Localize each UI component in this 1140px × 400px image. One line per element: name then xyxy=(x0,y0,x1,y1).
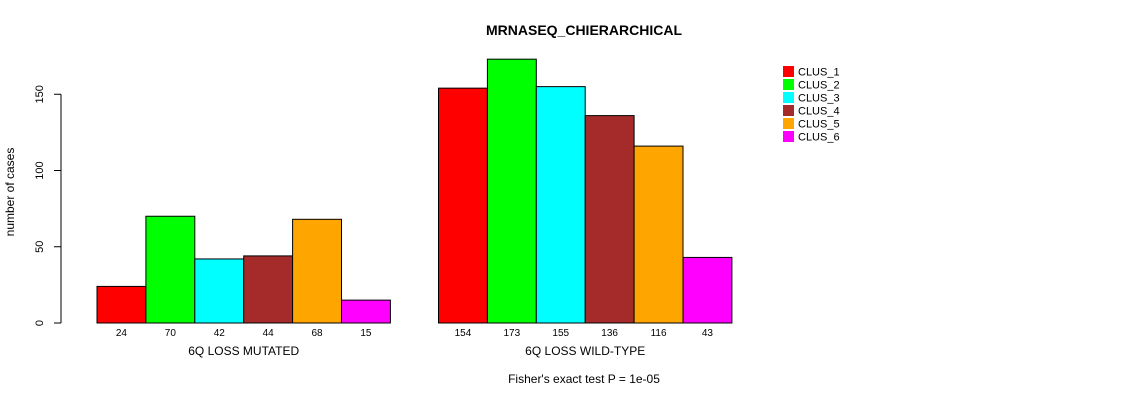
footnote: Fisher's exact test P = 1e-05 xyxy=(508,372,660,386)
legend-label: CLUS_3 xyxy=(798,93,840,105)
bar-value-labels: 24 70 42 44 68 15 154 173 155 136 116 43 xyxy=(116,328,714,339)
bar-value-label: 43 xyxy=(702,328,714,339)
bar-clus-5-group-1 xyxy=(292,218,343,324)
bar-clus-5-group-2 xyxy=(633,145,684,324)
y-tick-label: 50 xyxy=(34,241,46,253)
bar-value-label: 116 xyxy=(651,328,667,339)
group-label: 6Q LOSS WILD-TYPE xyxy=(525,344,645,358)
y-axis-label: number of cases xyxy=(3,148,17,237)
bar-value-label: 24 xyxy=(116,328,128,339)
legend-label: CLUS_4 xyxy=(798,106,840,118)
y-axis: 0 50 100 150 xyxy=(34,85,62,326)
y-tick-label: 100 xyxy=(34,161,46,179)
legend-swatch xyxy=(783,131,794,142)
bar-value-label: 136 xyxy=(601,328,618,339)
legend-label: CLUS_1 xyxy=(798,67,840,79)
bar-clus-4-group-1 xyxy=(243,255,294,324)
bar-clus-3-group-1 xyxy=(194,258,245,324)
bar-value-label: 173 xyxy=(504,328,521,339)
bar-clus-2-group-1 xyxy=(145,215,196,324)
legend-label: CLUS_6 xyxy=(798,132,840,144)
bar-value-label: 44 xyxy=(263,328,275,339)
bar-value-label: 68 xyxy=(311,328,323,339)
legend-label: CLUS_2 xyxy=(798,80,840,92)
group-label: 6Q LOSS MUTATED xyxy=(188,344,299,358)
bar-clus-3-group-2 xyxy=(535,86,586,324)
bar-clus-1-group-2 xyxy=(438,87,488,324)
bars xyxy=(96,58,733,324)
legend-swatch xyxy=(783,66,794,77)
bar-value-label: 154 xyxy=(455,328,472,339)
legend-swatch xyxy=(783,105,794,116)
bar-clus-2-group-2 xyxy=(486,58,537,324)
legend-swatch xyxy=(783,92,794,103)
legend-swatch xyxy=(783,118,794,129)
legend-swatch xyxy=(783,79,794,90)
bar-value-label: 70 xyxy=(165,328,177,339)
bar-value-label: 42 xyxy=(214,328,226,339)
bar-clus-6-group-2 xyxy=(682,256,733,324)
bar-value-label: 15 xyxy=(360,328,372,339)
y-tick-label: 0 xyxy=(34,320,46,326)
bar-value-label: 155 xyxy=(552,328,569,339)
group-labels: 6Q LOSS MUTATED 6Q LOSS WILD-TYPE xyxy=(188,344,645,358)
legend-label: CLUS_5 xyxy=(798,119,840,131)
bar-clus-6-group-1 xyxy=(341,299,391,324)
chart-title: MRNASEQ_CHIERARCHICAL xyxy=(486,22,682,38)
bar-clus-4-group-2 xyxy=(584,115,635,324)
y-tick-label: 150 xyxy=(34,85,46,103)
bar-clus-1-group-1 xyxy=(96,285,147,324)
